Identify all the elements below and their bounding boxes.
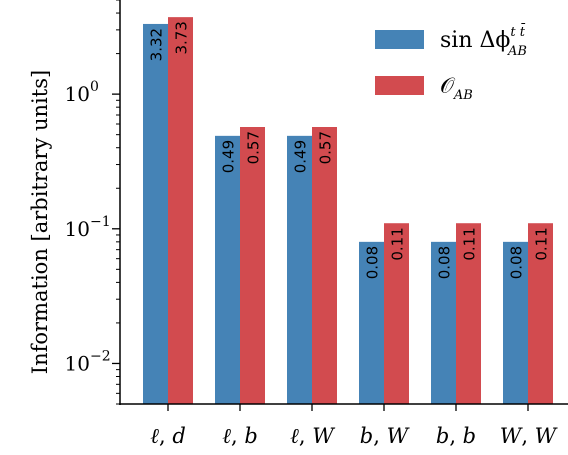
x-tick-label: b, W	[360, 424, 411, 448]
y-tick-label: 10	[65, 82, 90, 106]
bar	[168, 17, 193, 404]
bar	[456, 223, 481, 404]
y-tick-label-exponent: 0	[90, 79, 99, 95]
bar	[143, 23, 168, 405]
bar	[359, 241, 384, 404]
x-tick-label: b, b	[436, 424, 476, 448]
bar	[431, 241, 456, 404]
data-label: 3.32	[148, 28, 166, 61]
data-label: 0.08	[364, 246, 382, 279]
data-label: 0.08	[508, 246, 526, 279]
x-tick-label: W, W	[500, 424, 559, 448]
bar	[287, 135, 312, 405]
bar	[240, 127, 265, 404]
y-tick-label-exponent: −2	[90, 348, 111, 364]
bar	[528, 223, 553, 404]
legend-swatch	[375, 76, 424, 95]
legend-label: sin Δϕt t̄ AB	[440, 23, 527, 59]
legend-label: 𝒪AB	[440, 74, 473, 103]
x-tick-label: ℓ, d	[150, 424, 186, 448]
data-label: 0.49	[220, 140, 238, 173]
y-axis-label: Information [arbitrary units]	[28, 70, 52, 374]
x-tick-label: ℓ, b	[222, 424, 258, 448]
legend: sin Δϕt t̄ AB 𝒪AB	[375, 23, 527, 103]
bar	[503, 241, 528, 404]
data-label: 0.08	[436, 246, 454, 279]
y-tick-label: 10	[65, 217, 90, 241]
bars-layer: 3.32 3.73 0.49 0.57 0.49 0.57 0.08 0.11 0.08 0.11…	[143, 17, 553, 405]
bar	[215, 135, 240, 405]
data-label: 0.57	[317, 131, 335, 164]
bar	[312, 127, 337, 404]
data-label: 0.57	[245, 131, 263, 164]
x-tick-label: ℓ, W	[290, 424, 336, 448]
data-label: 3.73	[173, 21, 191, 54]
data-label: 0.11	[389, 227, 407, 260]
data-label: 0.49	[292, 140, 310, 173]
data-label: 0.11	[533, 227, 551, 260]
y-tick-label-exponent: −1	[90, 214, 111, 230]
bar	[384, 223, 409, 404]
data-label: 0.11	[461, 227, 479, 260]
y-tick-label: 10	[65, 351, 90, 375]
legend-swatch	[375, 30, 424, 49]
